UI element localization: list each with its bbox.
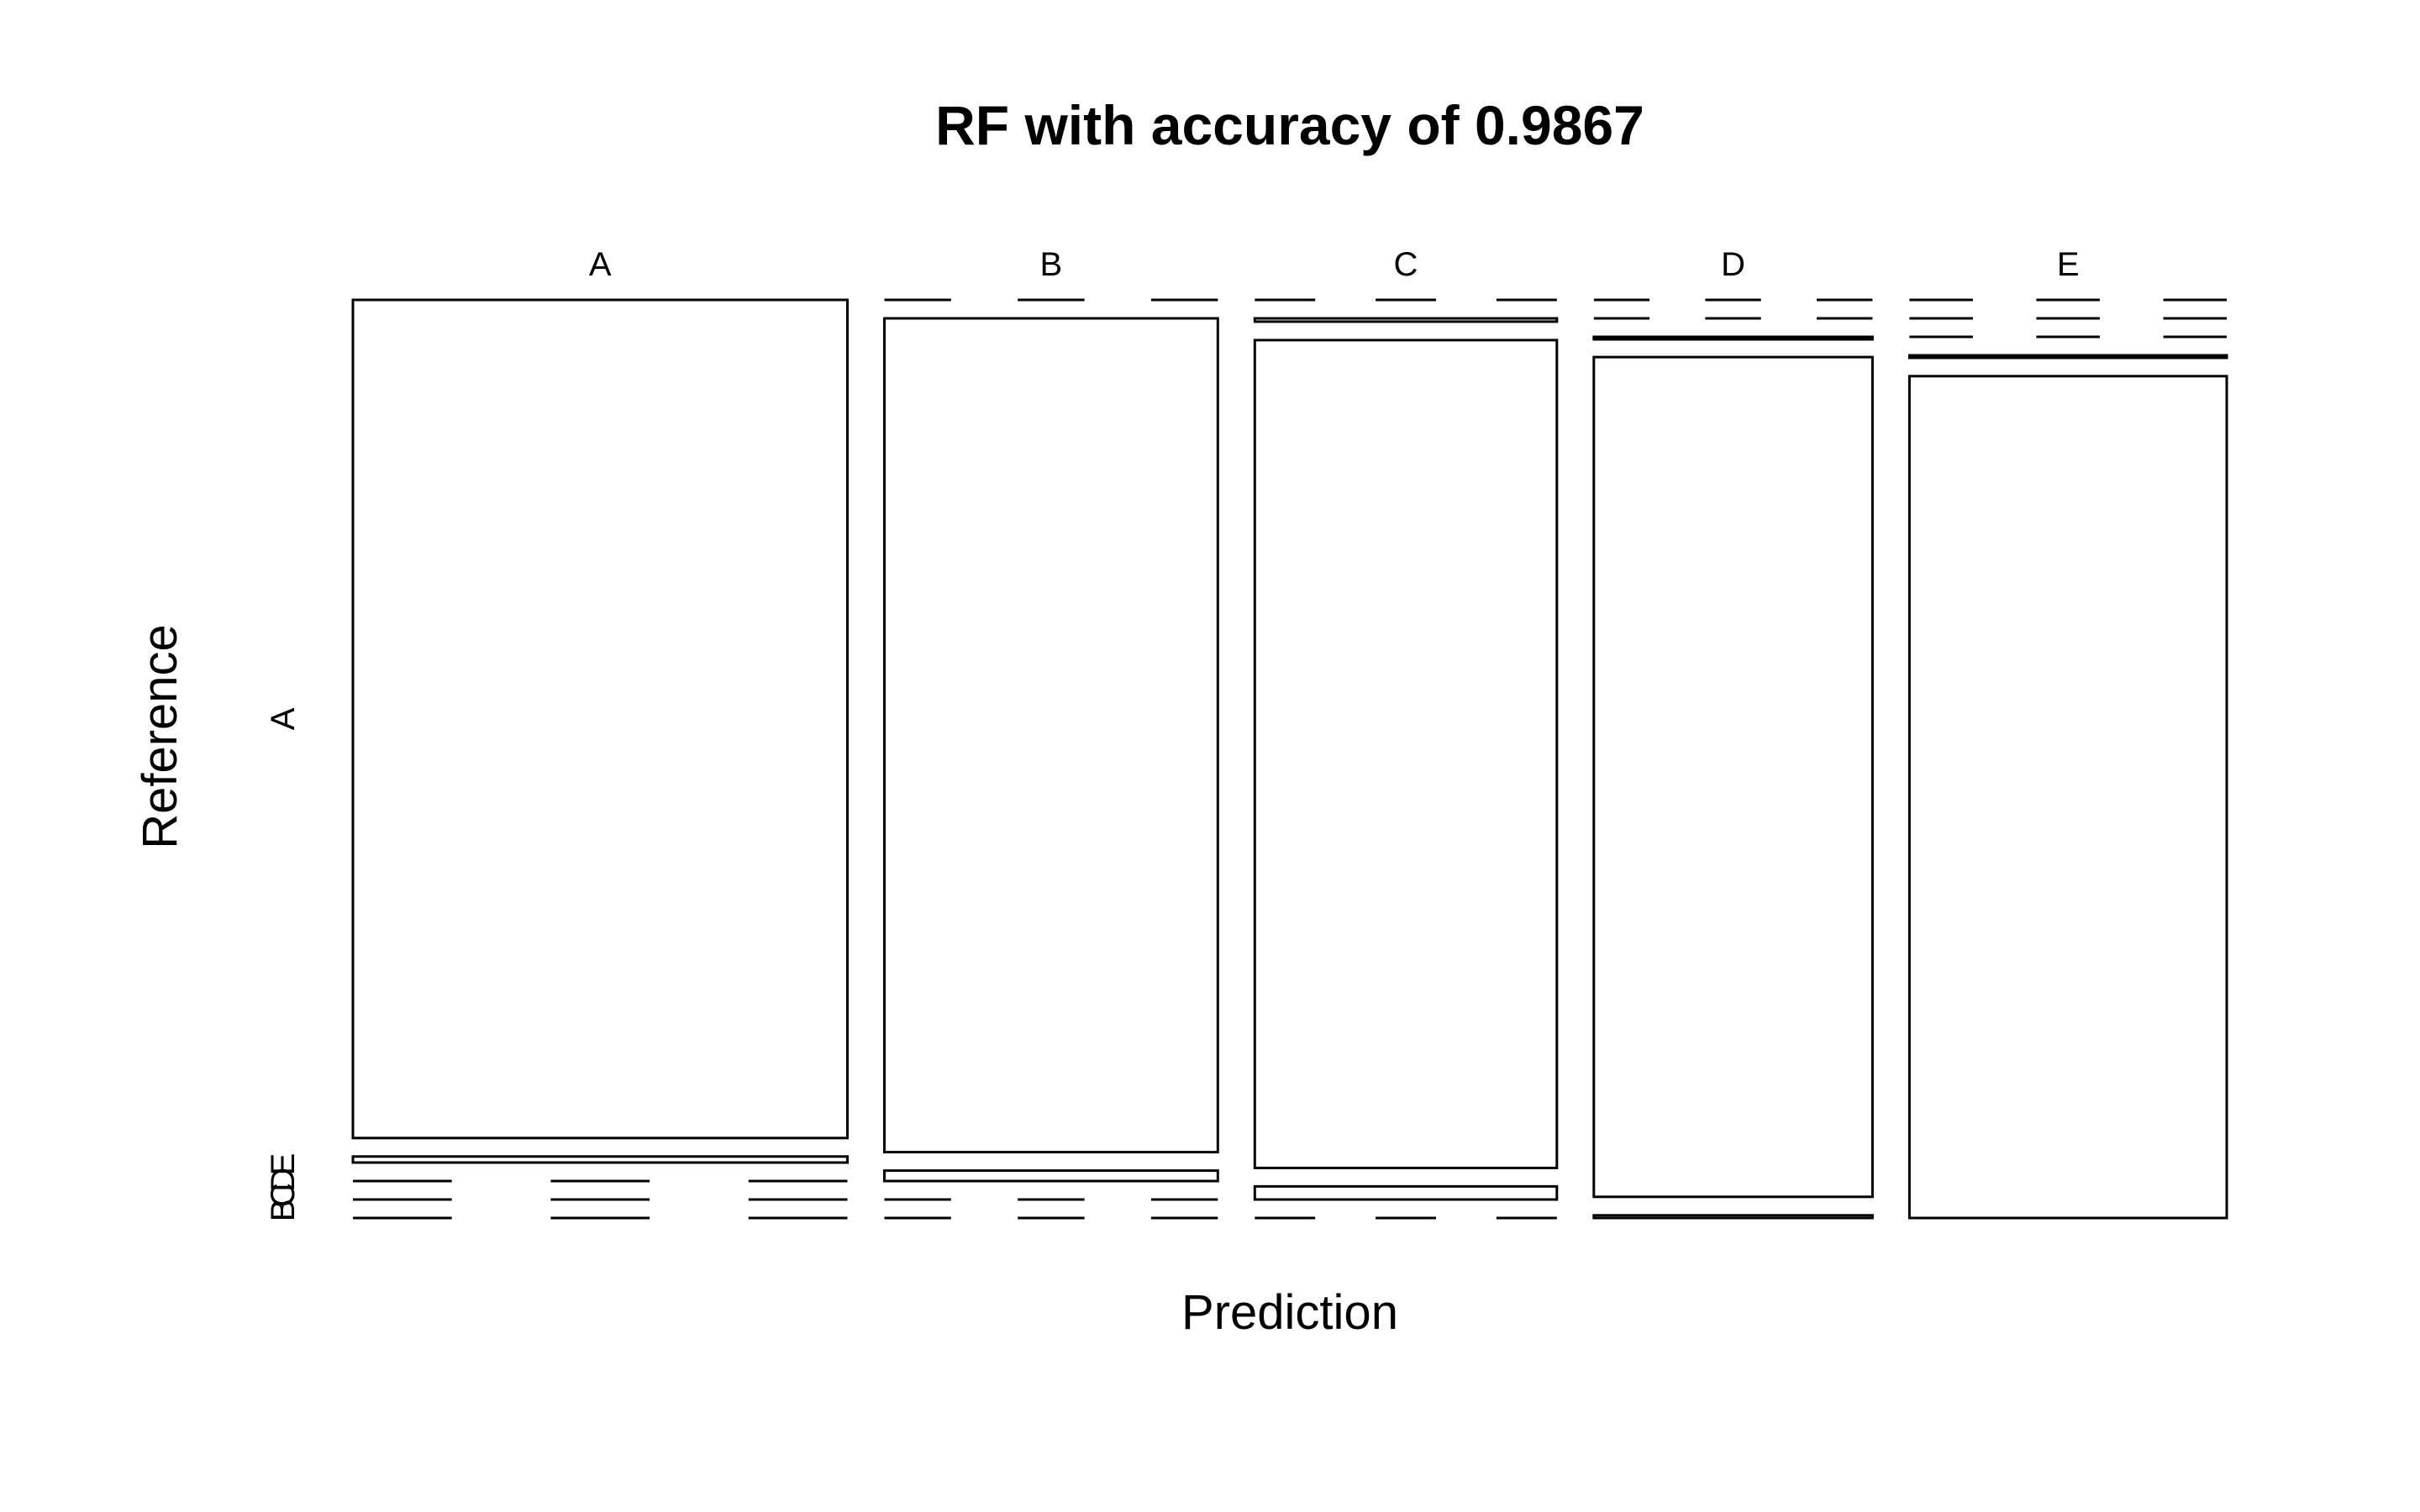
cell-pred-d-ref-d bbox=[1592, 355, 1874, 1199]
chart-title: RF with accuracy of 0.9867 bbox=[935, 94, 1644, 156]
y-axis-label: Reference bbox=[133, 624, 187, 849]
cell-pred-b-ref-c bbox=[883, 1169, 1219, 1183]
cell-pred-e-ref-d bbox=[1907, 354, 2228, 360]
column-label-d: D bbox=[1721, 246, 1745, 283]
column-label-e: E bbox=[2057, 246, 2080, 283]
column-tick-labels: A B C D E bbox=[589, 246, 2080, 283]
row-label-c: C bbox=[265, 1183, 302, 1207]
cell-pred-d-ref-e bbox=[1592, 1214, 1874, 1220]
cell-pred-c-ref-b bbox=[1253, 317, 1559, 323]
row-label-e: E bbox=[265, 1153, 302, 1176]
mosaic-cells bbox=[351, 298, 2228, 1220]
row-label-a: A bbox=[265, 707, 302, 730]
cell-pred-c-ref-d bbox=[1253, 1184, 1559, 1201]
column-label-b: B bbox=[1040, 246, 1063, 283]
cell-pred-a-ref-a bbox=[351, 298, 849, 1140]
cell-pred-b-ref-b bbox=[883, 317, 1219, 1154]
cell-pred-c-ref-c bbox=[1253, 339, 1559, 1169]
row-label-d: D bbox=[265, 1168, 302, 1192]
x-axis-label: Prediction bbox=[1181, 1285, 1398, 1340]
row-label-b: B bbox=[265, 1200, 302, 1222]
cell-pred-a-ref-b bbox=[351, 1155, 849, 1164]
cell-pred-e-ref-e bbox=[1907, 375, 2228, 1220]
column-label-a: A bbox=[589, 246, 612, 283]
cell-pred-d-ref-c bbox=[1592, 335, 1874, 341]
column-label-c: C bbox=[1394, 246, 1418, 283]
